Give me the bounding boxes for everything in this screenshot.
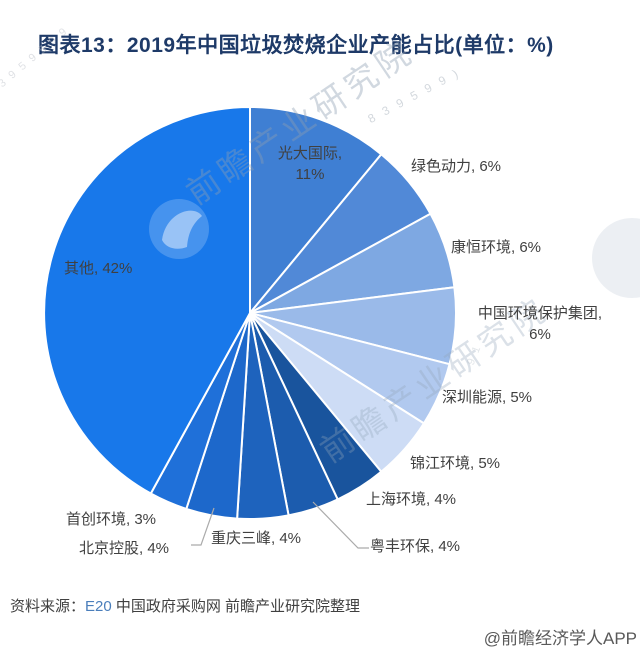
chart-title: 图表13：2019年中国垃圾焚烧企业产能占比(单位：%) xyxy=(38,34,554,58)
source-prefix: 资料来源： xyxy=(10,598,86,615)
pie-slice-光大国际 xyxy=(249,106,383,314)
leader-line-北京控股 xyxy=(191,507,215,546)
pie-slice-其他 xyxy=(43,106,251,495)
watermark-bird-icon xyxy=(162,210,202,249)
source-rest: 中国政府采购网 前瞻产业研究院整理 xyxy=(111,598,361,615)
source-line: 资料来源：E20 中国政府采购网 前瞻产业研究院整理 xyxy=(10,595,360,616)
watermark-logo-circle xyxy=(592,218,640,298)
source-highlight: E20 xyxy=(85,598,112,615)
leader-line-粤丰环保 xyxy=(312,501,369,549)
credit-line: @前瞻经济学人APP xyxy=(483,629,637,648)
watermark-logo-circle xyxy=(149,199,209,259)
